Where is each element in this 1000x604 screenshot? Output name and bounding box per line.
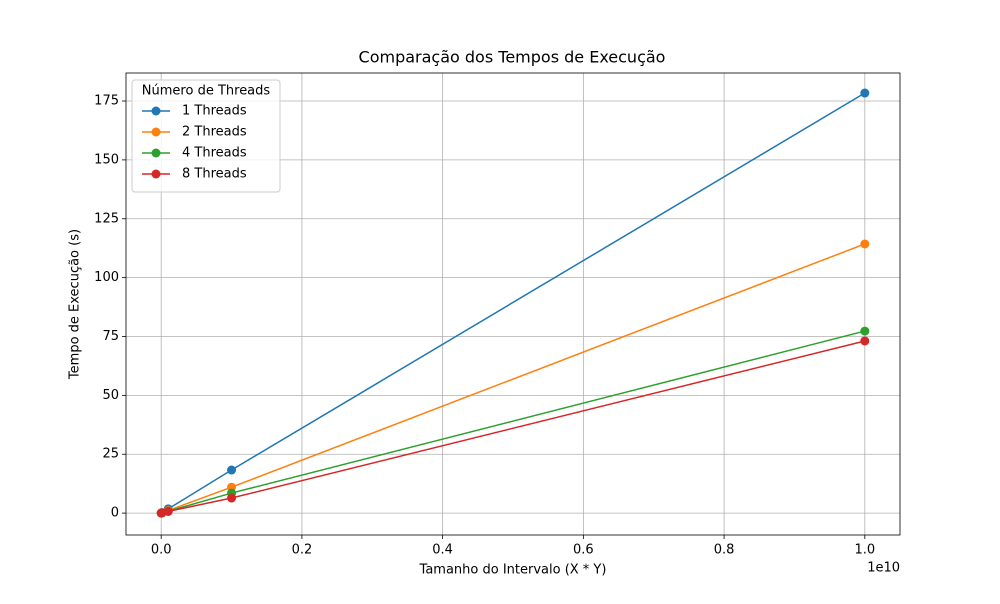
x-tick-label: 1.0 — [854, 543, 875, 558]
data-point — [163, 506, 173, 516]
y-tick-label: 150 — [94, 152, 119, 167]
y-tick-label: 175 — [94, 94, 119, 109]
data-point — [860, 336, 870, 346]
legend-marker — [151, 127, 161, 137]
chart-title: Comparação dos Tempos de Execução — [359, 48, 666, 67]
legend-marker — [151, 169, 161, 179]
x-tick-label: 0.2 — [292, 543, 313, 558]
y-tick-label: 50 — [102, 388, 119, 403]
x-offset-label: 1e10 — [867, 561, 900, 576]
y-tick-label: 100 — [94, 270, 119, 285]
legend-label: 8 Threads — [182, 167, 247, 182]
y-tick-label: 25 — [102, 447, 119, 462]
x-axis-label: Tamanho do Intervalo (X * Y) — [419, 563, 607, 578]
x-tick-label: 0.6 — [573, 543, 594, 558]
data-point — [860, 88, 870, 98]
legend-label: 4 Threads — [182, 146, 247, 161]
y-tick-label: 0 — [111, 506, 119, 521]
x-tick-label: 0.0 — [151, 543, 172, 558]
x-tick-label: 0.8 — [714, 543, 735, 558]
data-point — [860, 326, 870, 336]
data-point — [227, 493, 237, 503]
legend-box — [131, 79, 281, 193]
legend-marker — [151, 148, 161, 158]
data-point — [860, 239, 870, 249]
legend-title: Número de Threads — [142, 84, 271, 99]
y-tick-label: 125 — [94, 211, 119, 226]
legend-label: 2 Threads — [182, 125, 247, 140]
y-axis-label: Tempo de Execução (s) — [68, 229, 83, 380]
x-tick-label: 0.4 — [432, 543, 453, 558]
legend-marker — [151, 106, 161, 116]
data-point — [227, 465, 237, 475]
y-tick-label: 75 — [102, 329, 119, 344]
legend-label: 1 Threads — [182, 104, 247, 119]
plot-frame — [125, 72, 901, 536]
